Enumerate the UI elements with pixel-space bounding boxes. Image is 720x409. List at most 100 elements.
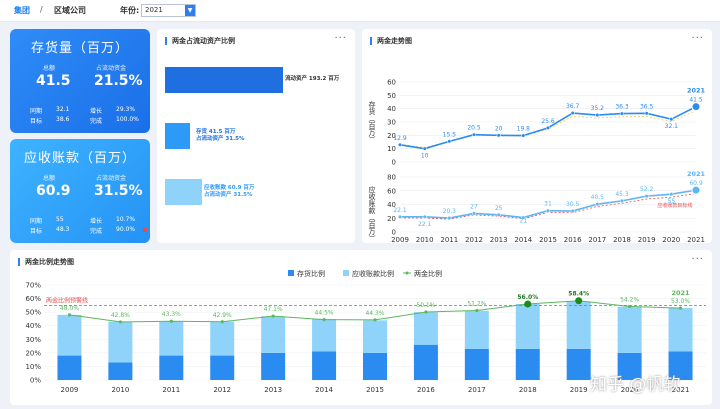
receivable-ytick: 0 — [392, 229, 396, 237]
top-bar: 集团 / 区域公司 年份: 2021 ▼ — [0, 0, 720, 22]
xtick: 2012 — [213, 386, 231, 394]
receivable-data-label: 55 — [668, 198, 676, 205]
bar-receivable-label-b: 占流动资产 31.5% — [204, 192, 253, 198]
bar-inventory — [363, 352, 387, 380]
bar-inventory — [261, 352, 286, 380]
kpi-inventory-total-label: 总额 — [43, 65, 56, 72]
receivable-point — [669, 192, 674, 197]
receivable-highlight-label: 2021 — [687, 170, 706, 178]
total-point — [475, 308, 479, 313]
inventory-point — [619, 111, 625, 116]
kpi-inventory-done-value: 100.0% — [116, 116, 139, 123]
receivable-point — [471, 211, 477, 216]
more-icon[interactable]: ··· — [691, 33, 704, 44]
year-tick: 2020 — [662, 236, 680, 243]
more-icon[interactable]: ··· — [691, 254, 704, 265]
ratio-trend-card: 两金比例走势图 ··· 存货比例 应收账款比例 两金比例 0% 10% 20% 30% 40%… — [10, 250, 712, 405]
total-point — [678, 306, 683, 310]
ytick: 10% — [25, 363, 41, 371]
xtick: 2011 — [162, 386, 180, 394]
total-point — [373, 318, 377, 322]
inventory-target-line — [399, 110, 697, 149]
more-icon[interactable]: ··· — [334, 33, 347, 44]
inventory-data-label: 20 — [495, 125, 503, 132]
kpi-receivable-target-label: 目标 — [30, 228, 43, 235]
inventory-ytick: 0 — [392, 159, 396, 167]
inventory-highlight-label: 2021 — [687, 87, 706, 95]
breadcrumb-separator: / — [40, 5, 43, 14]
kpi-receivable-same-value: 55 — [56, 216, 64, 223]
inventory-data-label: 10 — [421, 153, 429, 160]
receivable-data-label: 21 — [520, 218, 528, 225]
bar-current-assets-label: 流动资产 193.2 百万 — [285, 76, 340, 82]
receivable-point — [397, 214, 403, 219]
receivable-point — [644, 194, 649, 199]
inventory-point — [422, 146, 427, 151]
total-data-label: 58.4% — [568, 291, 589, 298]
year-select[interactable]: 2021 ▼ — [141, 4, 196, 17]
receivable-ytick: 20 — [387, 215, 396, 223]
total-point — [67, 313, 72, 317]
bar-receivable — [312, 318, 337, 352]
bar-receivable-label-a: 应收账款 60.9 百万 — [204, 185, 255, 191]
bar-receivable — [668, 308, 693, 352]
total-data-label: 54.2% — [620, 296, 639, 303]
total-data-label: 50.1% — [416, 302, 435, 309]
receivable-point — [595, 202, 600, 207]
xtick: 2020 — [621, 386, 639, 394]
xtick: 2013 — [264, 386, 282, 394]
total-data-label: 51.2% — [467, 301, 486, 308]
inventory-data-label: 12.9 — [393, 135, 407, 142]
bar-inventory — [413, 344, 438, 380]
highlight-year-label: 2021 — [671, 289, 690, 297]
inventory-data-label: 19.8 — [517, 126, 531, 133]
kpi-inventory-target-value: 38.6 — [56, 116, 70, 123]
inventory-data-label: 32.1 — [665, 123, 679, 130]
kpi-receivable-growth-value: 10.7% — [116, 216, 136, 223]
kpi-receivable-target-value: 48.3 — [56, 226, 70, 233]
legend-swatch-inventory — [288, 270, 294, 276]
inventory-ytick: 60 — [387, 79, 396, 87]
receivable-target-label: 应收账款目标线 — [657, 202, 692, 209]
xtick: 2016 — [417, 386, 435, 394]
ratio-card-title: 两金占流动资产比例 — [165, 37, 235, 45]
inventory-point — [691, 102, 701, 112]
xtick: 2018 — [519, 386, 537, 394]
receivable-ytick: 40 — [387, 201, 396, 209]
ytick: 0% — [30, 377, 41, 385]
total-point — [220, 320, 224, 324]
receivable-ytick: 80 — [387, 174, 396, 182]
receivable-data-label: 22.1 — [418, 221, 432, 228]
total-data-label: 44.3% — [365, 310, 384, 317]
inventory-point — [521, 133, 526, 138]
bar-inventory — [165, 123, 191, 149]
total-point — [169, 319, 173, 323]
kpi-receivable-title: 应收账款（百万） — [23, 151, 136, 166]
receivable-data-label: 52.2 — [640, 186, 654, 193]
receivable-point — [422, 214, 427, 219]
bar-receivable — [108, 321, 133, 363]
bar-receivable — [165, 179, 203, 205]
total-data-label: 48.0% — [60, 305, 79, 312]
receivable-point — [447, 215, 452, 221]
total-data-label: 43.3% — [162, 311, 181, 318]
inventory-data-label: 36.5 — [640, 103, 654, 110]
receivable-data-label: 60.9 — [689, 180, 703, 187]
chevron-down-icon[interactable]: ▼ — [185, 5, 195, 16]
ytick: 60% — [25, 295, 41, 303]
inventory-data-label: 20.5 — [467, 125, 481, 132]
kpi-card-inventory: 存货量（百万） 总额 占流动资金 41.5 21.5% 同期 32.1 增长 2… — [10, 29, 150, 133]
total-data-label: 47.1% — [264, 306, 283, 313]
bar-receivable — [363, 320, 387, 353]
total-data-label: 42.9% — [213, 312, 232, 319]
receivable-data-label: 27 — [470, 203, 478, 210]
kpi-inventory-share-value: 21.5% — [94, 73, 143, 89]
watermark: 知乎 @帆软 — [590, 375, 681, 395]
kpi-inventory-growth-label: 增长 — [90, 108, 103, 115]
breadcrumb-current: 区域公司 — [54, 6, 86, 15]
total-point — [628, 304, 632, 309]
kpi-receivable-growth-label: 增长 — [90, 218, 103, 225]
ytick: 30% — [25, 336, 41, 344]
inventory-data-label: 35.2 — [591, 105, 605, 112]
breadcrumb-home[interactable]: 集团 — [14, 6, 30, 15]
